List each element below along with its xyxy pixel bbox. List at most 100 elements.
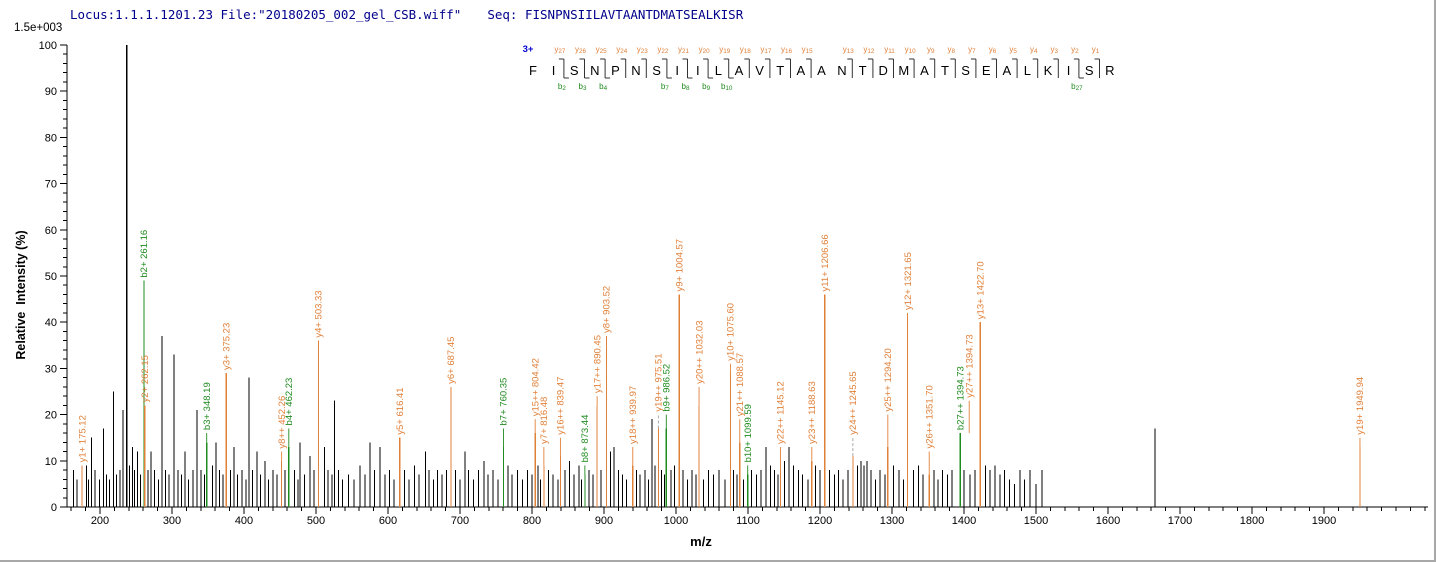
residue-letter: N xyxy=(837,63,846,78)
residue-letter: F xyxy=(529,63,537,78)
residue-letter: R xyxy=(1105,63,1114,78)
residue-letter: S xyxy=(570,63,579,78)
peak-label: b2+ 261.16 xyxy=(139,230,150,278)
y-ion-cut-label: y13 xyxy=(843,45,855,55)
x-tick-label: 500 xyxy=(307,515,325,527)
peak-label: y19+ 1949.94 xyxy=(1355,377,1366,435)
peak-label: y21++ 1088.57 xyxy=(735,353,746,416)
x-tick-label: 600 xyxy=(379,515,397,527)
y-ion-cut-label: y18 xyxy=(740,45,752,55)
y-tick-label: 90 xyxy=(45,86,57,98)
peak-label: y19++ 975.51 xyxy=(654,353,665,411)
y-ion-cut-label: y7 xyxy=(968,45,976,55)
peak-label: y25++ 1294.20 xyxy=(883,348,894,411)
peak-label: y22++ 1145.12 xyxy=(776,381,787,444)
peak-label: b27++ 1394.73 xyxy=(955,366,966,430)
x-tick-label: 300 xyxy=(163,515,181,527)
residue-letter: V xyxy=(755,63,764,78)
x-tick-label: 1700 xyxy=(1168,515,1192,527)
y-ion-cut-label: y19 xyxy=(719,45,731,55)
peak-label: y27++ 1394.73 xyxy=(964,334,975,397)
peak-label: y9+ 1004.57 xyxy=(674,239,685,292)
residue-letter: K xyxy=(1044,63,1053,78)
residue-letter: A xyxy=(1002,63,1011,78)
y-ion-cut-label: y9 xyxy=(927,45,935,55)
residue-letter: A xyxy=(735,63,744,78)
residue-letter: D xyxy=(879,63,888,78)
peak-label: b8+ 873.44 xyxy=(580,415,591,463)
y-ion-cut-label: y20 xyxy=(699,45,711,55)
y-ion-cut-label: y12 xyxy=(863,45,875,55)
y-ion-cut-label: y24 xyxy=(616,45,628,55)
peak-label: y7+ 816.48 xyxy=(539,397,550,444)
peak-label: y1+ 175.12 xyxy=(77,415,88,462)
y-tick-label: 80 xyxy=(45,132,57,144)
b-ion-cut-label: b2 xyxy=(558,82,566,92)
unlabeled-peaks xyxy=(72,45,1156,507)
y-ion-cut-label: y26 xyxy=(575,45,587,55)
x-tick-label: 400 xyxy=(235,515,253,527)
y-tick-label: 60 xyxy=(45,225,57,237)
peak-label: y20++ 1032.03 xyxy=(694,320,705,383)
x-tick-label: 1100 xyxy=(736,515,760,527)
peak-label: y4+ 503.33 xyxy=(314,290,325,337)
y-ion-cut-label: y25 xyxy=(596,45,608,55)
b-ion-cut-label: b3 xyxy=(579,82,587,92)
max-intensity-label: 1.5e+003 xyxy=(14,22,63,34)
header-line: Locus:1.1.1.1201.23 File:"20180205_002_g… xyxy=(70,7,743,22)
peak-label: y24++ 1245.65 xyxy=(848,371,859,434)
y-ion-cut-label: y5 xyxy=(1009,45,1017,55)
x-tick-label: 1600 xyxy=(1096,515,1120,527)
residue-letter: N xyxy=(631,63,640,78)
peak-label: y15++ 804.42 xyxy=(530,358,541,416)
peak-label: b7+ 760.35 xyxy=(499,378,510,426)
y-ion-cut-label: y15 xyxy=(802,45,814,55)
residue-letter: A xyxy=(920,63,929,78)
peak-label: y11+ 1206.66 xyxy=(820,234,831,291)
residue-letter: I xyxy=(1067,63,1071,78)
residue-letter: A xyxy=(817,63,826,78)
x-axis-title: m/z xyxy=(690,534,712,549)
y-ion-cut-label: y17 xyxy=(760,45,772,55)
y-ion-cut-label: y23 xyxy=(637,45,649,55)
y-ion-cut-label: y4 xyxy=(1030,45,1038,55)
residue-letter: E xyxy=(982,63,991,78)
x-tick-label: 1300 xyxy=(880,515,904,527)
b-ion-cut-label: b9 xyxy=(702,82,710,92)
peak-label: y5+ 616.41 xyxy=(395,387,406,434)
b-ion-cut-label: b4 xyxy=(599,82,607,92)
y-ion-cut-label: y21 xyxy=(678,45,690,55)
y-ion-cut-label: y22 xyxy=(657,45,669,55)
peak-label: y13+ 1422.70 xyxy=(976,261,987,319)
precursor-charge-label: 3+ xyxy=(523,44,534,55)
residue-letter: N xyxy=(590,63,599,78)
y-tick-label: 30 xyxy=(45,363,57,375)
peak-label: b10+ 1099.59 xyxy=(743,404,754,462)
peak-label: y17++ 890.45 xyxy=(592,335,603,393)
x-tick-label: 1200 xyxy=(808,515,832,527)
y-ion-cut-label: y6 xyxy=(989,45,997,55)
y-ion-cut-label: y16 xyxy=(781,45,793,55)
residue-letter: I xyxy=(552,63,556,78)
peak-label: y2+ 262.15 xyxy=(140,355,151,402)
peak-label: b4+ 462.23 xyxy=(284,378,295,426)
peak-label: y26++ 1351.70 xyxy=(924,385,935,448)
labeled-peaks: y1+ 175.12 b2+ 261.16 y2+ 262.15 b3+ 348.19… xyxy=(77,230,1366,507)
b-ion-cut-label: b10 xyxy=(721,82,733,92)
x-tick-label: 1800 xyxy=(1240,515,1264,527)
peak-label: y3+ 375.23 xyxy=(221,323,232,370)
peak-label: y16++ 839.47 xyxy=(556,377,567,435)
x-tick-label: 800 xyxy=(523,515,541,527)
residue-letter: S xyxy=(652,63,661,78)
y-axis-title: Relative Intensity (%) xyxy=(14,230,28,359)
y-ion-cut-label: y8 xyxy=(948,45,956,55)
locus-file-label: Locus:1.1.1.1201.23 File:"20180205_002_g… xyxy=(70,7,462,22)
y-tick-label: 50 xyxy=(45,271,57,283)
b-ion-cut-label: b7 xyxy=(661,82,669,92)
residue-letter: T xyxy=(776,63,784,78)
residue-letter: L xyxy=(715,63,722,78)
b-ion-cut-label: b27 xyxy=(1071,82,1083,92)
